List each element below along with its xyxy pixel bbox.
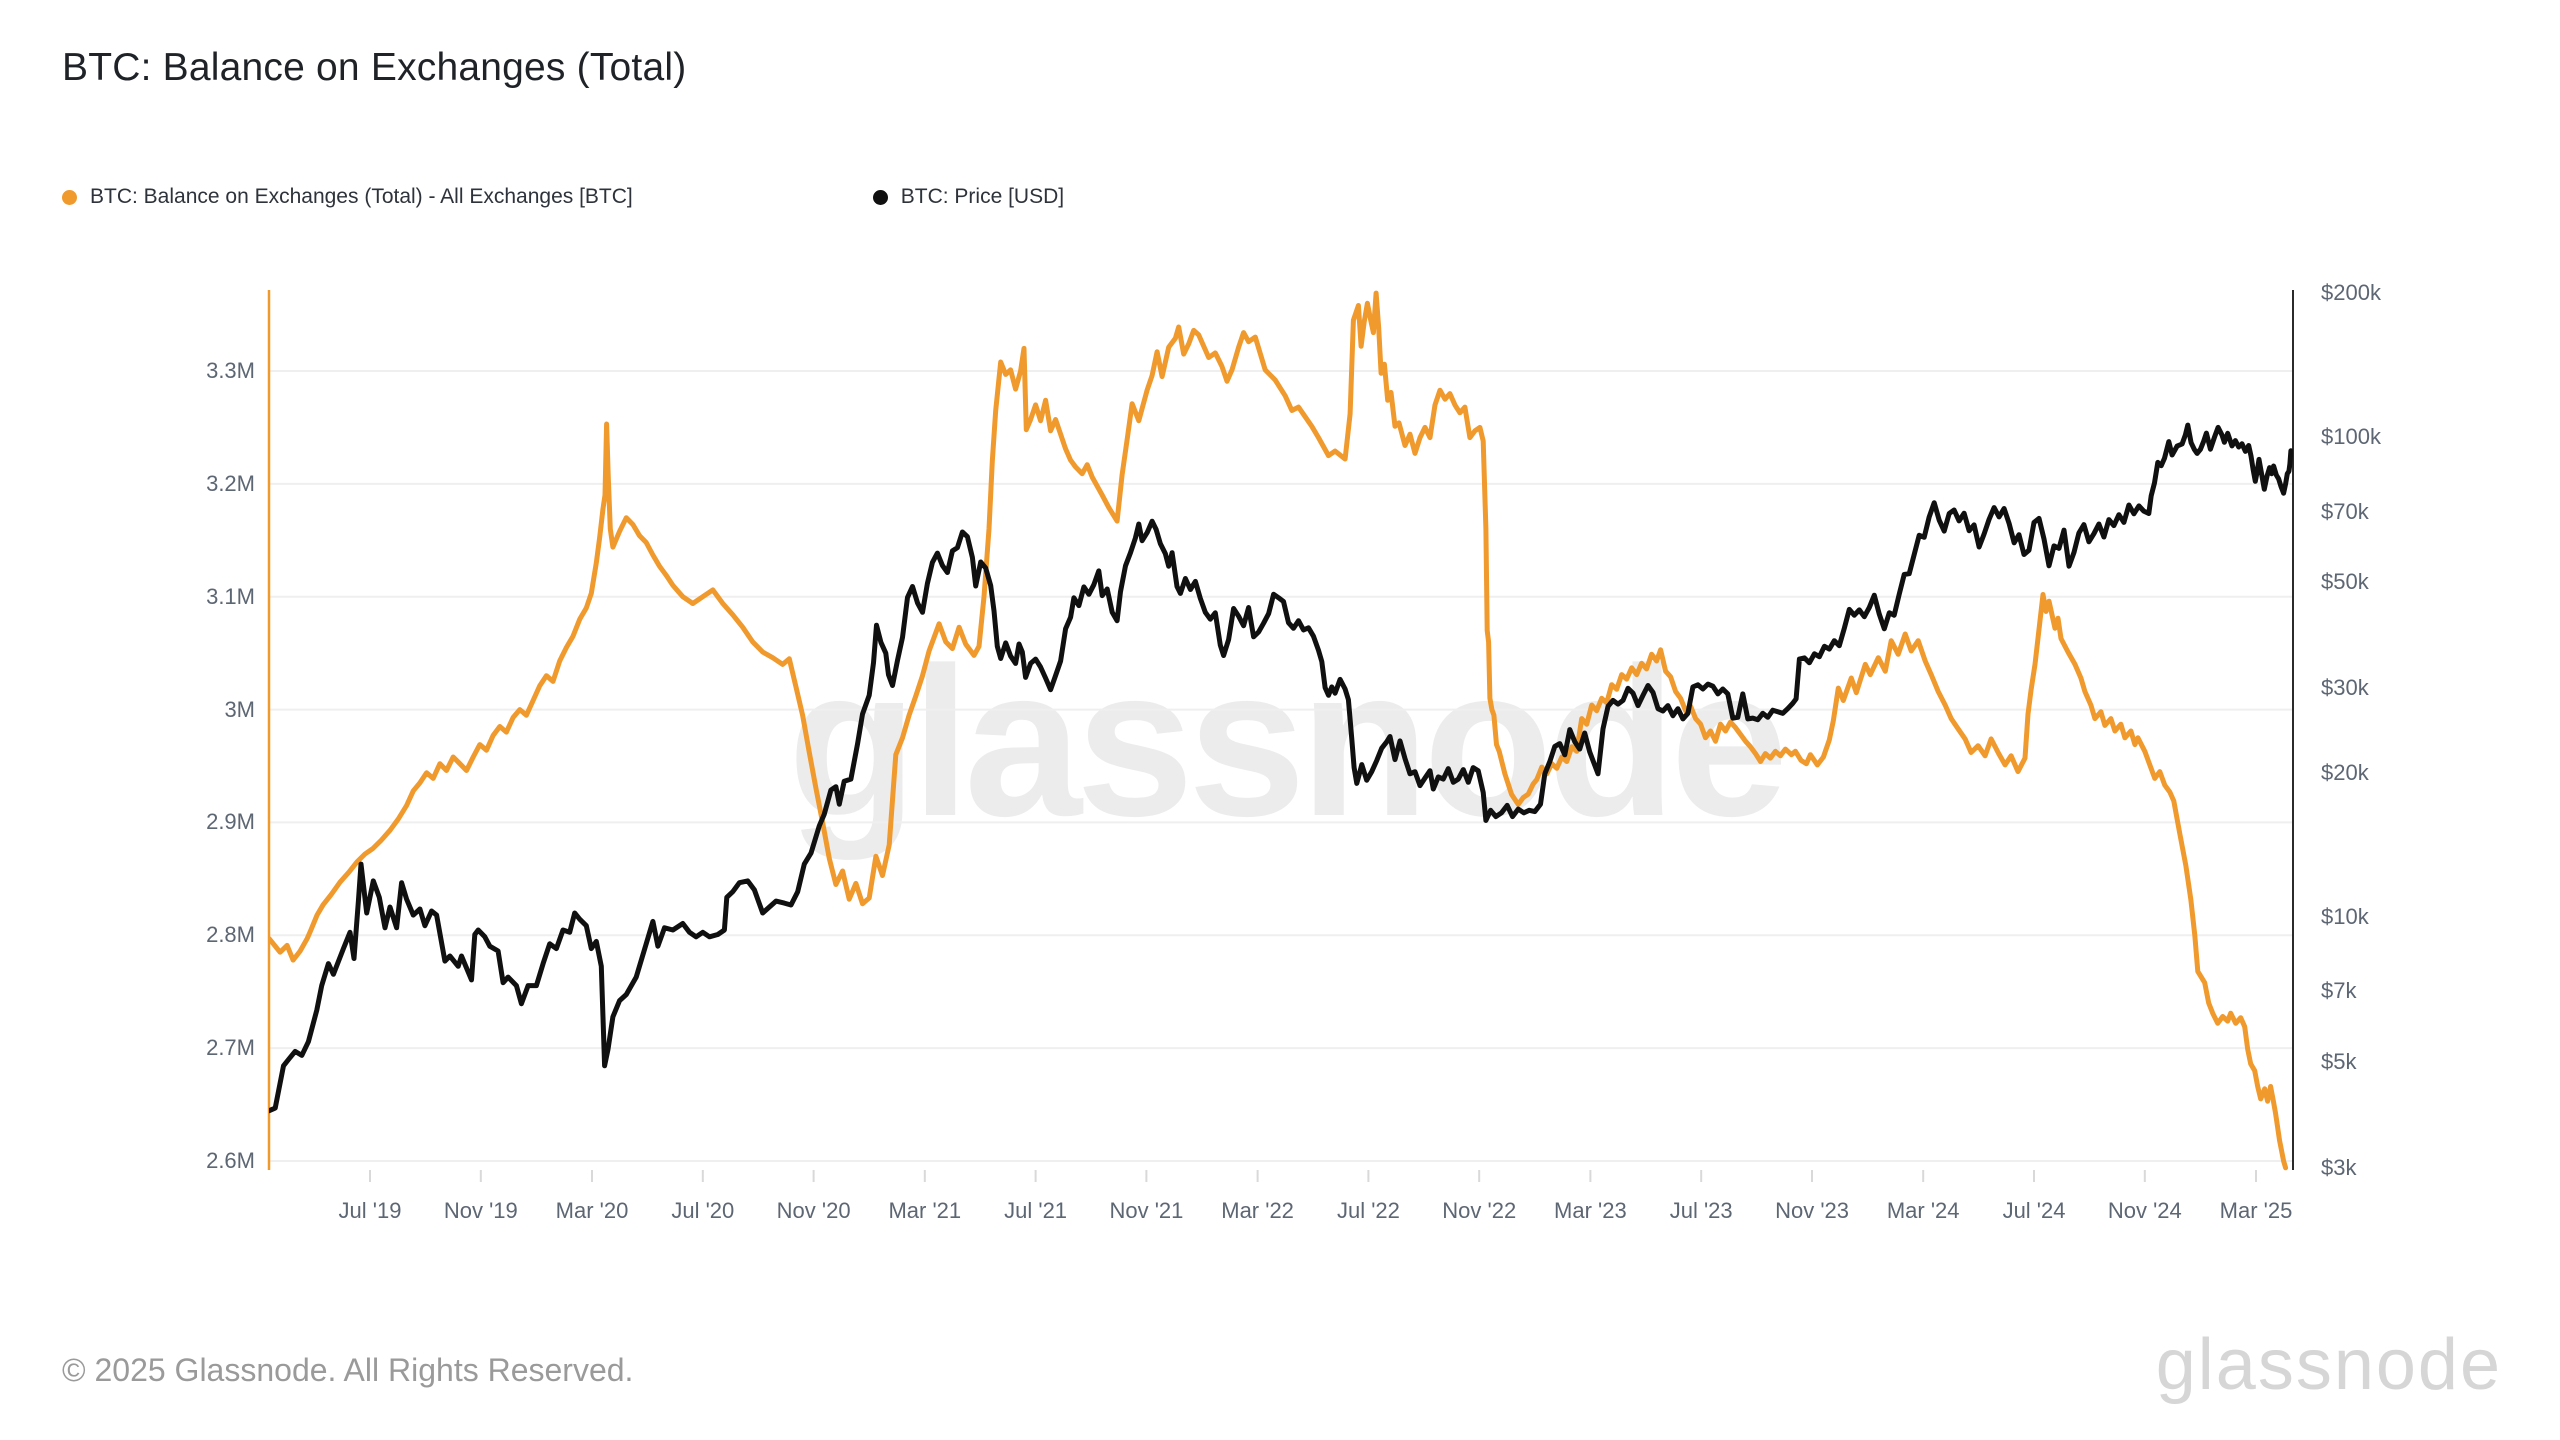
page-title: BTC: Balance on Exchanges (Total) bbox=[62, 46, 687, 89]
x-axis-label: Mar '25 bbox=[2219, 1198, 2293, 1223]
legend-dot-icon bbox=[872, 189, 888, 205]
y-axis-label-right: $20k bbox=[2321, 759, 2369, 785]
y-axis-label-left: 2.6M bbox=[206, 1148, 255, 1173]
y-axis-label-right: $10k bbox=[2321, 904, 2369, 930]
x-axis-label: Nov '21 bbox=[1109, 1198, 1184, 1223]
y-axis-label-right: $7k bbox=[2321, 978, 2357, 1004]
x-axis-label: Jul '20 bbox=[671, 1198, 735, 1223]
series-balance-line[interactable] bbox=[269, 290, 2289, 1171]
x-axis-label: Mar '24 bbox=[1886, 1198, 1960, 1223]
x-axis-label: Jul '23 bbox=[1669, 1198, 1733, 1223]
x-axis-label: Nov '24 bbox=[2107, 1198, 2182, 1223]
x-axis-label: Mar '21 bbox=[888, 1198, 962, 1223]
y-axis-label-left: 2.7M bbox=[206, 1035, 255, 1061]
y-axis-label-right: $50k bbox=[2321, 568, 2369, 594]
y-axis-label-left: 3M bbox=[224, 696, 255, 722]
x-axis-label: Jul '22 bbox=[1336, 1198, 1400, 1223]
x-axis-label: Nov '23 bbox=[1775, 1198, 1849, 1223]
legend-item-label: BTC: Balance on Exchanges (Total) - All … bbox=[90, 185, 633, 208]
x-axis-label: Jul '19 bbox=[338, 1198, 402, 1223]
glassnode-logo: glassnode bbox=[2155, 1325, 2502, 1405]
legend-dot-icon bbox=[62, 189, 77, 205]
copyright-text: © 2025 Glassnode. All Rights Reserved. bbox=[62, 1352, 634, 1388]
series-price-line[interactable] bbox=[269, 422, 2293, 1114]
x-axis-label: Nov '19 bbox=[443, 1198, 518, 1223]
y-axis-label-left: 3.2M bbox=[206, 470, 255, 496]
x-axis-label: Nov '20 bbox=[776, 1198, 851, 1223]
glassnode-watermark: glassnode bbox=[787, 623, 1789, 860]
y-axis-label-right: $3k bbox=[2321, 1155, 2357, 1180]
y-axis-label-right: $70k bbox=[2321, 498, 2369, 524]
y-axis-label-right: $100k bbox=[2321, 424, 2381, 450]
legend-item-label: BTC: Price [USD] bbox=[900, 185, 1065, 208]
x-axis-label: Nov '22 bbox=[1442, 1198, 1517, 1223]
x-axis-label: Jul '24 bbox=[2002, 1198, 2066, 1223]
chart-legend: BTC: Balance on Exchanges (Total) - All … bbox=[62, 184, 1074, 210]
x-axis-label: Mar '20 bbox=[555, 1198, 629, 1223]
y-axis-label-left: 3.3M bbox=[206, 358, 255, 383]
x-axis-label: Mar '23 bbox=[1554, 1198, 1627, 1223]
x-axis-label: Mar '22 bbox=[1221, 1198, 1294, 1223]
legend-item-price[interactable]: BTC: Price [USD] bbox=[872, 185, 1065, 209]
y-axis-label-left: 2.8M bbox=[206, 922, 255, 948]
legend-item-balance[interactable]: BTC: Balance on Exchanges (Total) - All … bbox=[62, 185, 633, 209]
x-axis-label: Jul '21 bbox=[1004, 1198, 1068, 1223]
y-axis-label-left: 3.1M bbox=[206, 583, 255, 609]
y-axis-label-right: $200k bbox=[2321, 280, 2381, 305]
y-axis-label-left: 2.9M bbox=[206, 809, 255, 835]
y-axis-label-right: $30k bbox=[2321, 675, 2369, 701]
y-axis-label-right: $5k bbox=[2321, 1048, 2357, 1074]
